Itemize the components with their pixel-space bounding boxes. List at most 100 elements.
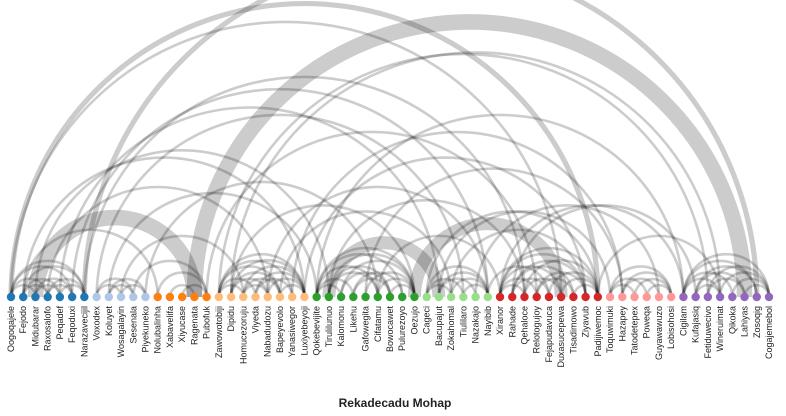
node-Tisadimowo[interactable]	[569, 292, 578, 302]
node-Qokebevijite[interactable]	[312, 292, 321, 302]
link-arc-Rahade-Ziyavub	[510, 259, 587, 298]
link-arc-Voxodex-Sesenala	[95, 277, 135, 298]
node-Ziyavub[interactable]	[581, 292, 590, 302]
node-Homucezoruju[interactable]	[239, 292, 248, 302]
node-Narazavecijil[interactable]	[80, 292, 89, 302]
node-Voxodex[interactable]	[92, 292, 101, 302]
node-label: Bapeyevolo	[275, 306, 285, 353]
node-Ragenata[interactable]	[190, 292, 199, 302]
node-Bapeyevolo[interactable]	[275, 292, 285, 302]
link-arc-Dipidu-Oezujo	[229, 204, 416, 298]
node-Fejodo[interactable]	[19, 292, 28, 302]
node-Fetiduwecivo[interactable]	[703, 292, 713, 302]
link-arc-Xiranor-Ziyavub	[498, 252, 587, 298]
node-Nabadudozu[interactable]	[263, 292, 272, 302]
node-label: Xabavelifa	[165, 306, 175, 348]
node-Midubarar[interactable]	[31, 292, 40, 302]
node-Oogoqajele[interactable]	[6, 292, 16, 302]
link-arc-Koluyet-Piyekuneko	[107, 277, 147, 298]
link-arc-Wosagalayin-Homucezoruju	[119, 234, 245, 298]
node-Duxasucepewa[interactable]	[556, 292, 566, 302]
node-Pubofuk[interactable]	[202, 292, 211, 302]
node-Wosagalayin[interactable]	[116, 292, 126, 302]
node-Cifatamu[interactable]	[373, 292, 382, 302]
node-Gafowegita[interactable]	[361, 292, 370, 302]
node-Poweqa[interactable]	[642, 292, 651, 302]
node-Bowocawet[interactable]	[385, 292, 395, 302]
node-Wineruimat[interactable]	[715, 292, 725, 302]
link-arc-Xiranor-Qehaloce	[498, 283, 526, 298]
node-label: Sesenala	[128, 306, 138, 344]
diagram-title: Rekadecadu Mohap	[339, 396, 452, 410]
node-Nolubalinha[interactable]	[153, 292, 162, 302]
link-arc-Qokebevijite-Likehu	[315, 277, 355, 298]
link-arc-Viyeda-Yanasiwegor	[254, 277, 294, 298]
node-Viyeda[interactable]	[251, 292, 260, 302]
node-Hazapey[interactable]	[618, 292, 627, 302]
link-arc-Fejodo-Peqadef	[21, 277, 62, 298]
node-Feqoduxi[interactable]	[67, 292, 77, 302]
node-Peqadef[interactable]	[55, 292, 65, 302]
link-arc-Kufajasiq-Lahiyas	[694, 271, 746, 298]
node-Xiranor[interactable]	[495, 292, 505, 302]
node-Lobisohosi[interactable]	[666, 292, 676, 302]
link-arc-Fejapudavuca-Padijiwemoc	[547, 271, 600, 298]
node-Zawowotobiji[interactable]	[214, 292, 224, 302]
node-Rahade[interactable]	[508, 292, 517, 302]
node-Guyawawuzo[interactable]	[654, 292, 664, 302]
node-Tiulilaro[interactable]	[459, 292, 468, 302]
node-Cigilam[interactable]	[679, 292, 688, 302]
node-Bacupajut[interactable]	[434, 292, 444, 302]
link-arc-Homucezoruju-Luxiyebeyoji	[241, 265, 306, 298]
node-label: Tiulilaro	[458, 306, 468, 337]
link-arc-Zawowotobiji-Homucezoruju	[217, 283, 245, 298]
node-label: Nabadudozu	[263, 306, 273, 357]
node-label: Luxiyebeyoji	[299, 306, 309, 356]
node-Xiyucase[interactable]	[177, 292, 187, 302]
node-Koluyet[interactable]	[104, 292, 114, 302]
node-Xabavelifa[interactable]	[165, 292, 175, 302]
link-arc-Relotogujoy-Ziyavub	[535, 271, 587, 298]
link-arc-Tirulilunuo-Bacupajut	[322, 236, 446, 298]
link-arc-Midubarar-Tirulilunuo	[34, 148, 331, 298]
link-arc-Zawowotobiji-Fetiduwecivo	[217, 52, 710, 298]
link-arc-Homucezoruju-Bapeyevolo	[241, 277, 282, 298]
node-Qehaloce[interactable]	[520, 292, 529, 302]
node-Qikoka[interactable]	[728, 292, 737, 302]
node-Relotogujoy[interactable]	[532, 292, 541, 302]
node-Tatodetepex[interactable]	[630, 292, 639, 302]
node-label: Qikoka	[727, 306, 737, 334]
node-Yanasiwegor[interactable]	[287, 292, 297, 302]
node-Kalomonu[interactable]	[336, 292, 346, 302]
node-label: Oezujo	[409, 306, 419, 335]
node-Likehu[interactable]	[349, 292, 358, 302]
node-Raxosalofo[interactable]	[43, 292, 52, 302]
link-arc-Midubarar-Peqadef	[34, 283, 62, 298]
node-Zosoqig[interactable]	[752, 292, 761, 302]
node-label: Likehu	[348, 306, 358, 333]
node-Lahiyas[interactable]	[740, 292, 749, 302]
link-arc-Qokebevijite-Kalomonu	[315, 283, 343, 298]
node-Nayibib[interactable]	[483, 292, 493, 302]
node-Fejapudavuca[interactable]	[544, 292, 554, 302]
node-label: Padijiwemoc	[593, 306, 603, 357]
node-Kufajasiq[interactable]	[691, 292, 700, 302]
node-Oezujo[interactable]	[410, 292, 419, 302]
node-Piyekuneko[interactable]	[141, 292, 150, 302]
node-label: Lobisohosi	[666, 306, 676, 349]
node-Luxiyebeyoji[interactable]	[300, 292, 309, 302]
node-label: Rahade	[507, 306, 517, 338]
node-Pulurezoyo[interactable]	[398, 292, 407, 302]
node-Zokahomal[interactable]	[446, 292, 456, 302]
link-arc-Tiulilaro-Nayibib	[462, 283, 490, 298]
node-Dipidu[interactable]	[226, 292, 236, 302]
node-Sesenala[interactable]	[129, 292, 138, 302]
node-Nazakajo[interactable]	[471, 292, 480, 302]
node-Toquwimuki[interactable]	[605, 292, 615, 302]
node-Cageci[interactable]	[422, 292, 431, 302]
link-arc-Tirulilunuo-Qehaloce	[327, 198, 526, 298]
node-Padijiwemoc[interactable]	[593, 292, 603, 302]
node-Cogajemebol[interactable]	[764, 292, 774, 302]
node-Tirulilunuo[interactable]	[324, 292, 334, 302]
link-arc-Oogoqajele-Midubarar	[9, 283, 37, 298]
